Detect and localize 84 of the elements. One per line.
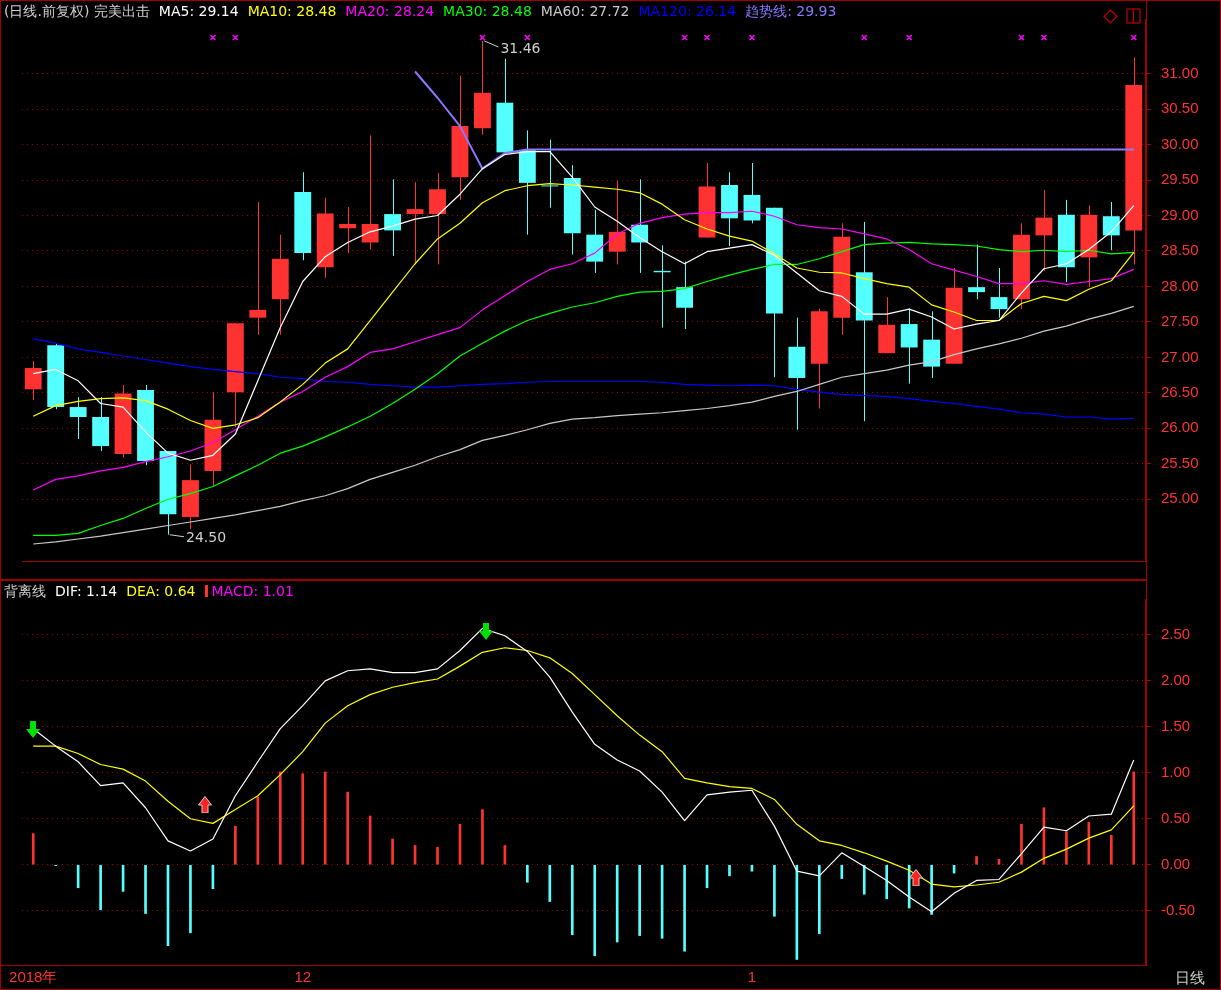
bar — [234, 825, 237, 865]
y-tick-label: 27.00 — [1161, 347, 1199, 365]
candlestick — [339, 206, 357, 254]
bar — [570, 864, 574, 935]
candlestick — [406, 181, 424, 265]
bar — [278, 771, 282, 865]
bar — [1132, 771, 1136, 865]
bar — [99, 864, 102, 911]
candlestick — [1102, 201, 1120, 251]
y-tick-label: 27.50 — [1161, 312, 1199, 330]
bar — [975, 856, 978, 865]
candlestick — [968, 244, 985, 300]
bar — [683, 864, 686, 952]
chart-title: 背离线 — [4, 583, 46, 599]
bar — [144, 864, 147, 914]
text: 日线 — [1175, 969, 1205, 988]
annotation: 31.46 — [500, 39, 541, 56]
annotation: 24.50 — [185, 529, 227, 546]
text: MA5: 29.14 — [158, 3, 239, 19]
bar — [301, 773, 305, 865]
text: MA20: 28.24 — [345, 3, 435, 19]
y-tick-label: 30.50 — [1161, 99, 1199, 117]
text: MA120: 26.14 — [638, 3, 737, 19]
y-tick-label: 1.50 — [1161, 716, 1191, 734]
bar — [638, 864, 641, 936]
candlestick — [541, 139, 559, 209]
chart-title: (日线.前复权) 完美出击 — [4, 3, 150, 19]
candlestick — [608, 180, 626, 265]
text: DIF: 1.14 — [55, 583, 118, 599]
candlestick — [1035, 189, 1053, 272]
bar — [615, 864, 619, 943]
text: DEA: 0.64 — [126, 583, 196, 599]
bar — [1109, 835, 1113, 865]
text: 趋势线: 29.93 — [745, 3, 837, 19]
bar — [436, 846, 439, 865]
y-tick-label: -0.50 — [1161, 900, 1196, 918]
bar — [773, 864, 776, 917]
x-tick-label: 12 — [294, 968, 312, 986]
y-tick-label: 25.00 — [1161, 489, 1199, 507]
candlestick — [69, 396, 87, 440]
y-tick-label: 29.00 — [1161, 205, 1199, 223]
bar — [862, 864, 866, 895]
bar — [1065, 831, 1068, 865]
legend-label: MACD: 1.01 — [211, 583, 294, 599]
text: MA10: 28.48 — [247, 3, 337, 19]
y-tick-label: 2.50 — [1161, 625, 1191, 642]
y-tick-label: 25.50 — [1161, 453, 1199, 471]
y-tick-label: 28.00 — [1161, 276, 1199, 294]
bar — [728, 864, 731, 877]
y-tick-label: 29.50 — [1161, 170, 1199, 188]
y-tick-label: 30.00 — [1161, 134, 1199, 152]
bar — [930, 864, 933, 915]
bar — [593, 864, 597, 957]
y-tick-label: 26.50 — [1161, 383, 1199, 401]
candlestick — [249, 201, 267, 336]
bar — [526, 864, 529, 883]
bar — [189, 864, 192, 934]
bar — [31, 833, 35, 865]
y-tick-label: 31.00 — [1161, 63, 1199, 81]
bar — [391, 838, 394, 865]
x-tick-label: 1 — [747, 968, 757, 986]
text: MA30: 28.48 — [443, 3, 532, 19]
y-tick-label: 0.50 — [1161, 808, 1191, 826]
candlestick — [676, 261, 693, 330]
y-tick-label: 0.00 — [1161, 854, 1191, 872]
candlestick — [990, 267, 1008, 319]
bar — [346, 791, 349, 865]
y-tick-label: 26.00 — [1161, 418, 1199, 436]
candlestick — [384, 178, 402, 257]
candlestick — [900, 307, 918, 385]
y-tick-label: 1.00 — [1161, 762, 1191, 780]
y-tick-label: 28.50 — [1161, 241, 1199, 259]
bar — [885, 864, 889, 900]
bar — [548, 864, 552, 902]
text: MA60: 27.72 — [540, 3, 630, 19]
bar — [840, 864, 844, 879]
y-tick-label: 2.00 — [1161, 670, 1191, 688]
bar — [818, 864, 821, 935]
bar — [481, 809, 484, 865]
bar — [323, 771, 327, 865]
bar — [1020, 823, 1023, 865]
x-tick-label: 2018年 — [9, 968, 58, 986]
candlestick — [361, 134, 379, 251]
candlestick — [24, 360, 42, 401]
